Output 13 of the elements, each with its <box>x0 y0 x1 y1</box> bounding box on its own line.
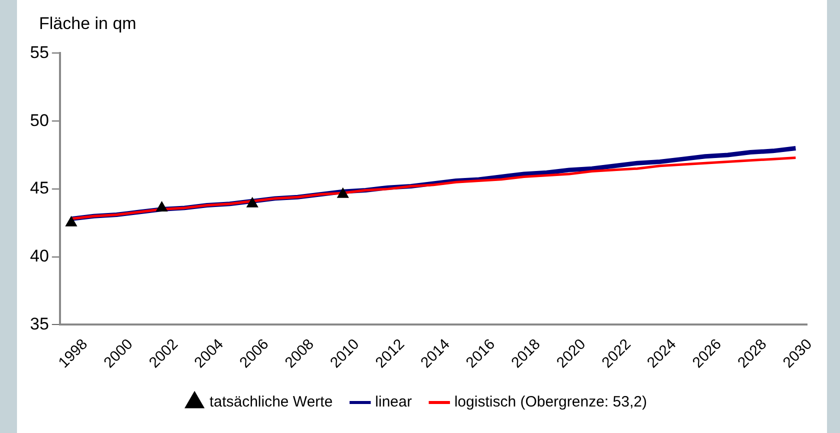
y-tick-label: 55 <box>30 42 49 62</box>
y-tick-label: 35 <box>30 314 49 334</box>
y-axis-title: Fläche in qm <box>39 14 136 34</box>
legend-label: logistisch (Obergrenze: 53,2) <box>454 394 647 411</box>
point <box>66 216 77 226</box>
legend-label: tatsächliche Werte <box>210 394 333 411</box>
point <box>337 188 349 198</box>
y-tick-label: 45 <box>30 178 49 198</box>
point <box>156 201 168 212</box>
y-tick-label: 50 <box>30 110 49 130</box>
point <box>246 197 258 208</box>
legend-label: linear <box>375 394 412 411</box>
y-tick-label: 40 <box>30 246 49 266</box>
